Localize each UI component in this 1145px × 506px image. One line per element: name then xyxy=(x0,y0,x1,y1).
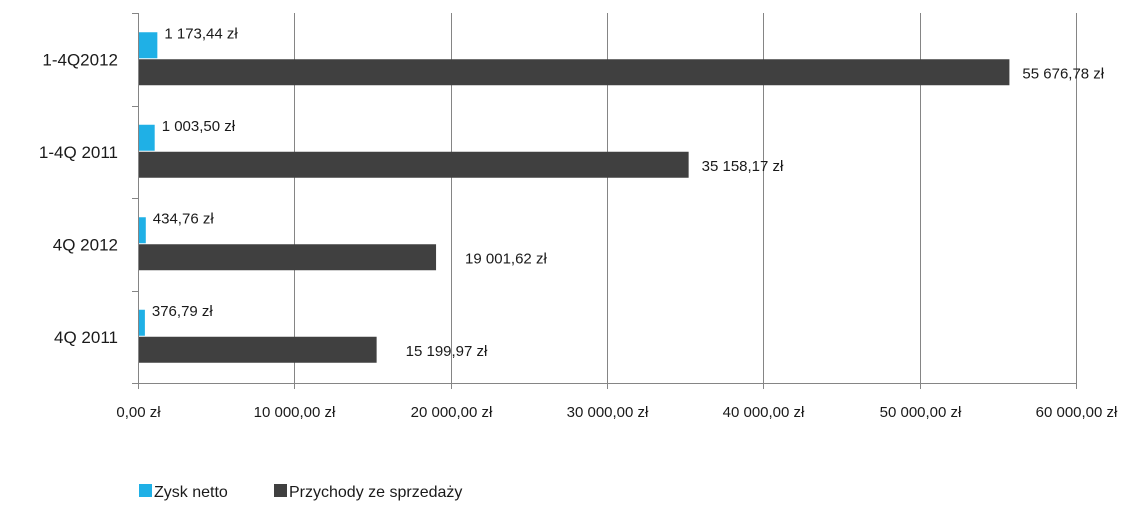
data-label-zysk-netto: 434,76 zł xyxy=(153,210,215,227)
data-label-zysk-netto: 1 003,50 zł xyxy=(162,118,236,135)
bar-zysk-netto xyxy=(139,217,146,244)
bar-przychody xyxy=(139,151,689,178)
legend-swatch-przychody xyxy=(274,484,287,497)
category-label: 4Q 2012 xyxy=(53,235,118,254)
axes: 0,00 zł 10 000,00 zł 20 000,00 zł 30 000,00… xyxy=(39,13,1118,421)
data-label-przychody: 19 001,62 zł xyxy=(465,250,547,267)
legend-label-zysk-netto: Zysk netto xyxy=(154,484,228,501)
data-labels: 1 173,44 zł 55 676,78 zł 1 003,50 zł 35 158… xyxy=(152,25,1105,360)
bar-zysk-netto xyxy=(139,124,155,151)
data-label-przychody: 15 199,97 zł xyxy=(406,343,488,360)
category-label: 1-4Q 2011 xyxy=(39,143,118,162)
x-tick-label: 50 000,00 zł xyxy=(880,404,962,421)
category-label: 1-4Q2012 xyxy=(42,50,118,69)
legend: Zysk netto Przychody ze sprzedaży xyxy=(139,484,462,501)
data-label-przychody: 35 158,17 zł xyxy=(702,158,784,175)
x-tick-label: 10 000,00 zł xyxy=(254,404,336,421)
legend-label-przychody: Przychody ze sprzedaży xyxy=(289,484,462,501)
bar-zysk-netto xyxy=(139,32,158,59)
data-label-zysk-netto: 376,79 zł xyxy=(152,303,214,320)
data-label-przychody: 55 676,78 zł xyxy=(1022,65,1104,82)
bar-przychody xyxy=(139,336,377,363)
x-tick-label: 20 000,00 zł xyxy=(411,404,493,421)
data-label-zysk-netto: 1 173,44 zł xyxy=(164,25,238,42)
x-tick-label: 60 000,00 zł xyxy=(1036,404,1118,421)
bars xyxy=(139,32,1010,363)
x-tick-label: 30 000,00 zł xyxy=(567,404,649,421)
x-tick-label: 0,00 zł xyxy=(116,404,161,421)
x-tick-label: 40 000,00 zł xyxy=(723,404,805,421)
category-label: 4Q 2011 xyxy=(54,328,118,347)
bar-zysk-netto xyxy=(139,309,145,336)
bar-przychody xyxy=(139,244,437,271)
legend-swatch-zysk-netto xyxy=(139,484,152,497)
bar-przychody xyxy=(139,59,1010,86)
